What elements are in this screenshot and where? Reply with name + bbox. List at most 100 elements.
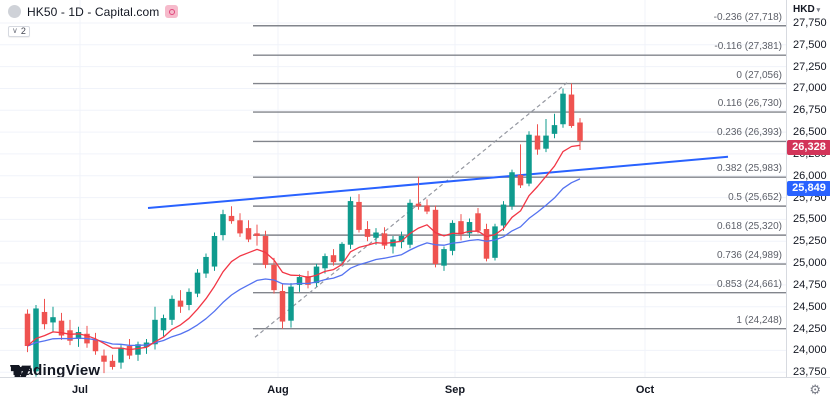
candle (458, 221, 464, 235)
candle (381, 233, 388, 246)
candle (577, 122, 583, 141)
candle (109, 360, 116, 367)
candle (543, 135, 549, 149)
candle (211, 235, 218, 267)
price-tick-label: 27,250 (793, 60, 827, 73)
candle (424, 205, 430, 212)
price-tick-label: 26,500 (793, 126, 827, 139)
candle (101, 355, 107, 362)
candle (220, 214, 226, 236)
candle (279, 291, 286, 322)
candle (135, 344, 141, 355)
tradingview-watermark: TradingView (10, 362, 100, 377)
candle (364, 229, 371, 237)
candle (262, 235, 269, 265)
candle (398, 235, 405, 243)
candle (203, 256, 209, 274)
price-tick-label: 27,000 (793, 82, 827, 95)
candle (432, 209, 439, 264)
indicator-count: 2 (20, 26, 26, 36)
caret-down-icon: ▾ (816, 6, 821, 14)
price-tick-label: 27,750 (793, 16, 827, 29)
candle (509, 172, 515, 207)
candle (288, 286, 294, 321)
price-tick-label: 25,000 (793, 257, 827, 270)
price-axis-currency-selector[interactable]: HKD ▾ (793, 4, 820, 15)
month-tick-label[interactable]: Oct (635, 384, 655, 396)
time-axis[interactable]: ⚙ Jul Aug Sep Oct (0, 377, 830, 402)
candle (92, 339, 99, 352)
candle (75, 332, 82, 340)
price-tick-label: 24,000 (793, 344, 827, 357)
price-tick-label: 25,250 (793, 235, 827, 248)
ma-value-badge: 25,849 (787, 181, 830, 197)
candle (415, 203, 422, 207)
price-axis[interactable]: HKD ▾ 26,328 25,849 27,750 27,500 27,250 27… (786, 0, 830, 379)
chart-legend: HK50 - 1D - Capital.com ∨ 2 (8, 3, 179, 38)
symbol-title[interactable]: HK50 - 1D - Capital.com (27, 4, 160, 19)
candle (441, 249, 447, 266)
price-chart-pane[interactable]: HK50 - 1D - Capital.com ∨ 2 TradingView … (0, 0, 786, 377)
candle (126, 346, 133, 356)
price-tick-label: 26,000 (793, 169, 827, 182)
candle (347, 201, 354, 245)
candle (339, 243, 345, 262)
candle (245, 228, 252, 240)
candle (177, 300, 184, 307)
slow-ma-line[interactable] (27, 178, 581, 347)
indicators-collapsed-chip[interactable]: ∨ 2 (8, 25, 30, 37)
month-tick-label[interactable]: Aug (267, 384, 289, 396)
settings-gear-icon[interactable]: ⚙ (809, 382, 821, 397)
chevron-down-icon: ∨ (12, 26, 18, 35)
candle (237, 220, 243, 234)
candle (322, 256, 328, 269)
currency-label: HKD (793, 4, 815, 15)
price-tick-label: 27,500 (793, 38, 827, 51)
candle (118, 347, 124, 363)
candle (517, 174, 524, 186)
candle (228, 215, 235, 222)
candle (407, 202, 413, 245)
candle (449, 222, 456, 251)
price-tick-label: 25,500 (793, 213, 827, 226)
candle (186, 291, 192, 305)
blue-trendline[interactable] (147, 155, 729, 210)
candle (160, 318, 167, 331)
candle (24, 313, 31, 347)
candle (330, 255, 337, 263)
month-tick-label[interactable]: Jul (72, 384, 88, 396)
candle (305, 276, 311, 285)
candle (483, 229, 490, 259)
candle (50, 317, 56, 323)
price-tick-label: 24,500 (793, 300, 827, 313)
market-status-icon[interactable] (165, 5, 179, 18)
candle (560, 93, 566, 125)
month-tick-label[interactable]: Sep (444, 384, 466, 396)
tradingview-brand-text: TradingView (10, 362, 101, 377)
price-tick-label: 24,250 (793, 322, 827, 335)
tradingview-logo-icon (10, 365, 32, 377)
candle (169, 298, 175, 320)
symbol-logo (8, 5, 21, 18)
candle (500, 204, 507, 226)
price-tick-label: 23,750 (793, 366, 827, 379)
candle (356, 201, 362, 230)
candle (271, 264, 277, 291)
candle (526, 134, 532, 184)
candle (254, 233, 260, 236)
fast-ma-line[interactable] (27, 144, 581, 351)
price-tick-label: 24,750 (793, 278, 827, 291)
candle (296, 277, 303, 285)
candle (67, 330, 73, 341)
candle (534, 135, 541, 150)
candle (551, 125, 558, 134)
candle (194, 272, 201, 294)
candle (492, 226, 498, 258)
last-price-badge: 26,328 (787, 139, 830, 155)
candle (568, 94, 575, 126)
candle (41, 311, 48, 325)
candle (475, 213, 481, 231)
candle (33, 308, 39, 372)
candle (152, 319, 158, 345)
